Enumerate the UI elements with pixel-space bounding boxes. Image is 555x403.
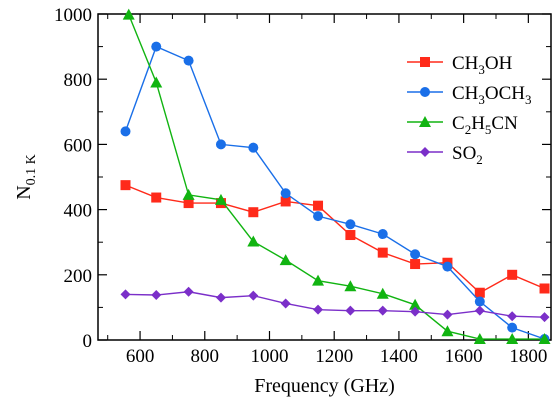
data-point [377, 247, 388, 258]
data-point [345, 305, 356, 316]
data-point [507, 269, 518, 280]
data-point [279, 254, 292, 266]
data-point [151, 192, 162, 203]
y-tick-label: 0 [83, 331, 93, 352]
data-point [280, 196, 291, 207]
series-c2h5cn [122, 8, 551, 345]
legend-label: CH3​OH [452, 53, 513, 77]
data-point [151, 41, 162, 52]
data-point [376, 287, 389, 299]
series-line [124, 45, 545, 340]
data-point [507, 322, 518, 333]
data-point [345, 230, 356, 241]
data-point [280, 188, 291, 199]
legend-marker [420, 87, 430, 97]
data-point [150, 76, 163, 88]
x-tick-label: 1800 [509, 346, 547, 367]
data-point [410, 249, 421, 260]
data-point [474, 287, 485, 298]
data-point [280, 298, 291, 309]
data-point [214, 193, 227, 205]
data-point [441, 325, 454, 337]
data-point [183, 286, 194, 297]
y-tick-label: 800 [64, 70, 93, 91]
x-tick-label: 1000 [250, 346, 288, 367]
data-point [247, 235, 260, 247]
data-point [215, 292, 226, 303]
data-point [313, 211, 324, 222]
data-point [120, 180, 131, 191]
data-point [538, 333, 551, 345]
data-point [313, 200, 324, 211]
data-point [182, 188, 195, 200]
data-point [442, 261, 453, 272]
y-axis-title: N0.1 K [13, 154, 39, 200]
data-point [120, 126, 131, 137]
legend-item: C2​H5​CN [407, 113, 518, 137]
legend-marker [419, 116, 431, 127]
data-point [409, 298, 422, 310]
data-point [122, 8, 135, 20]
series-line [125, 291, 545, 318]
data-point [410, 259, 421, 270]
data-point [539, 312, 550, 323]
y-tick-label: 1000 [54, 5, 92, 26]
legend-marker [420, 57, 430, 67]
data-point [345, 219, 356, 230]
x-tick-label: 800 [191, 346, 220, 367]
x-axis-title: Frequency (GHz) [254, 375, 395, 397]
data-point [377, 229, 388, 240]
data-point [248, 290, 259, 301]
series-ch3och3 [120, 41, 550, 345]
y-tick-label: 400 [64, 201, 93, 222]
y-axis-title-sub: 0.1 K [24, 154, 39, 185]
legend-label: C2​H5​CN [452, 113, 518, 137]
data-point [442, 309, 453, 320]
legend: CH3​OH CH3​OCH3​ C2​H5​CN SO2​ [407, 53, 532, 167]
data-point [377, 305, 388, 316]
legend-marker [420, 147, 430, 157]
y-tick-label: 600 [64, 135, 93, 156]
y-tick-label: 200 [64, 266, 93, 287]
data-point [215, 139, 226, 150]
x-tick-label: 1200 [315, 346, 353, 367]
data-point [410, 306, 421, 317]
x-axis: 600 800 1000 1200 1400 1600 1800 [107, 14, 547, 367]
data-point [473, 333, 486, 345]
series-so2 [120, 286, 550, 323]
series-line [128, 14, 545, 340]
data-point [539, 283, 550, 294]
legend-item: CH3​OH [407, 53, 513, 77]
legend-label: SO2​ [452, 143, 483, 167]
y-axis: 0 200 400 600 800 1000 [54, 5, 551, 352]
data-point [248, 142, 259, 153]
x-tick-label: 1600 [445, 346, 483, 367]
data-point [474, 296, 485, 307]
data-point [248, 207, 259, 218]
x-tick-label: 600 [126, 346, 155, 367]
series-layer [120, 8, 551, 345]
data-point [120, 289, 131, 300]
data-point [183, 55, 194, 66]
data-point [474, 305, 485, 316]
data-point [344, 280, 357, 292]
data-point [312, 274, 325, 286]
x-tick-label: 1400 [380, 346, 418, 367]
data-point [507, 311, 518, 322]
data-point [313, 304, 324, 315]
legend-item: CH3​OCH3​ [407, 83, 532, 107]
data-point [506, 333, 519, 345]
legend-label: CH3​OCH3​ [452, 83, 532, 107]
legend-item: SO2​ [407, 143, 483, 167]
data-point [183, 198, 194, 209]
y-axis-title-main: N [13, 185, 35, 199]
data-point [151, 290, 162, 301]
